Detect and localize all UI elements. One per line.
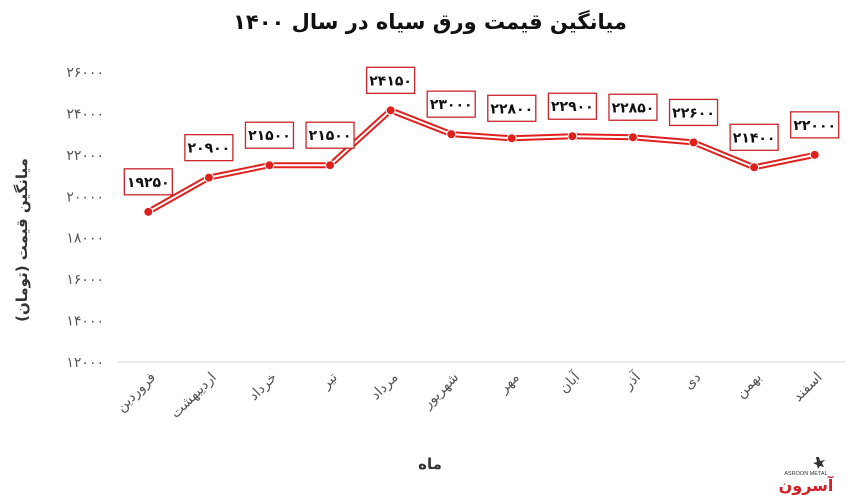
asroon-logo: ASROON METAL آسرون: [779, 457, 834, 495]
data-point: [688, 137, 699, 148]
data-label-box: [426, 90, 476, 118]
data-point: [203, 172, 214, 183]
data-label: ۲۲۹۰۰: [551, 99, 594, 115]
data-label: ۲۳۰۰۰: [430, 97, 473, 113]
data-label-box: [668, 98, 719, 127]
x-tick-label: آبان: [555, 368, 584, 397]
data-label-box: [244, 121, 295, 149]
chart-title: میانگین قیمت ورق سیاه در سال ۱۴۰۰: [233, 10, 627, 34]
data-label: ۲۲۶۰۰: [672, 105, 715, 121]
data-point: [809, 149, 820, 160]
data-label-box: [184, 133, 234, 162]
data-label-box: [547, 92, 598, 120]
data-label: ۲۲۸۵۰: [612, 100, 655, 116]
data-label-box: [487, 94, 537, 122]
data-label-box: [729, 123, 779, 151]
x-tick-label: اسفند: [790, 370, 826, 406]
x-axis-label: ماه: [418, 455, 442, 473]
y-tick-label: ۱۶۰۰۰: [66, 272, 104, 288]
series-points: [143, 105, 820, 217]
x-tick-label: مرداد: [368, 370, 402, 404]
x-tick-label: فروردین: [113, 370, 159, 416]
data-label-box: [608, 93, 658, 121]
data-point: [143, 206, 154, 217]
data-label-box: [305, 121, 355, 149]
y-tick-label: ۲۴۰۰۰: [66, 106, 104, 122]
x-tick-label: مهر: [495, 370, 522, 397]
data-point: [446, 129, 457, 140]
data-point: [264, 160, 275, 171]
data-point: [567, 131, 578, 142]
y-tick-labels: ۱۲۰۰۰ ۱۴۰۰۰ ۱۶۰۰۰ ۱۸۰۰۰ ۲۰۰۰۰ ۲۲۰۰۰ ۲۴۰۰۰ ۲۶۰۰۰: [66, 65, 104, 371]
logo-subtext: ASROON METAL: [784, 471, 827, 477]
data-label: ۲۱۴۰۰: [733, 130, 776, 146]
x-tick-label: خرداد: [246, 370, 280, 404]
y-tick-label: ۲۰۰۰۰: [66, 189, 104, 205]
data-label: ۲۲۸۰۰: [490, 101, 533, 117]
series-lines: [145, 107, 818, 215]
x-tick-label: شهریور: [419, 370, 462, 413]
data-point: [325, 160, 336, 171]
data-label: ۲۱۵۰۰: [309, 128, 352, 144]
y-tick-label: ۱۸۰۰۰: [66, 231, 104, 247]
data-point: [506, 133, 517, 144]
series-line-inner: [147, 109, 816, 213]
y-tick-label: ۱۲۰۰۰: [66, 355, 104, 371]
data-point: [627, 132, 638, 143]
logo-figure-icon: [813, 457, 825, 469]
data-label-box: [365, 66, 416, 94]
data-label: ۲۰۹۰۰: [188, 141, 231, 157]
x-tick-label: آذر: [619, 368, 644, 393]
x-tick-label: دی: [681, 370, 704, 393]
data-label: ۲۴۱۵۰: [369, 73, 412, 89]
data-label-box: [790, 111, 840, 139]
logo-text: آسرون: [779, 475, 834, 495]
x-tick-label: تیر: [318, 369, 341, 392]
data-label-box: [123, 168, 173, 196]
x-tick-label: بهمن: [733, 370, 765, 402]
y-tick-label: ۱۴۰۰۰: [66, 314, 104, 330]
data-point: [749, 162, 760, 173]
y-tick-label: ۲۲۰۰۰: [66, 148, 104, 164]
data-label: ۲۲۰۰۰: [793, 118, 836, 134]
data-label: ۱۹۲۵۰: [127, 175, 170, 191]
data-label: ۲۱۵۰۰: [248, 128, 291, 144]
x-tick-labels: فروردین اردیبهشت خرداد تیر مرداد شهریور مهر آبا…: [113, 368, 825, 422]
x-tick-label: اردیبهشت: [168, 370, 220, 422]
y-tick-label: ۲۶۰۰۰: [66, 65, 104, 81]
data-labels: ۱۹۲۵۰ ۲۰۹۰۰ ۲۱۵۰۰ ۲۱۵۰۰ ۲۴۱۵۰ ۲۳۰۰۰ ۲۲۸۰۰ ۲۲۹۰۰…: [123, 66, 840, 196]
data-point: [385, 105, 396, 116]
